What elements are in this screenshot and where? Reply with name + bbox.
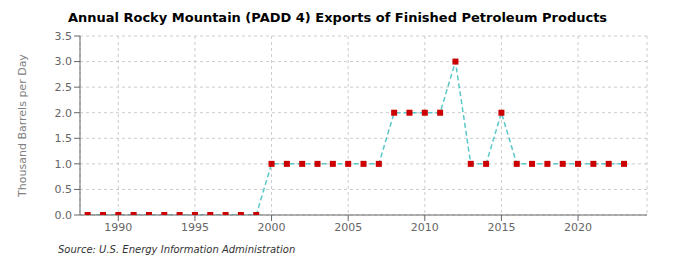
svg-text:1995: 1995 bbox=[181, 221, 209, 234]
html-text:Source: U.S. Energy Informatio: Source: U.S. Energy Information Administ… bbox=[58, 244, 296, 255]
svg-text:1.5: 1.5 bbox=[55, 132, 73, 145]
svg-text:2.0: 2.0 bbox=[55, 107, 73, 120]
svg-text:2010: 2010 bbox=[411, 221, 439, 234]
svg-text:2020: 2020 bbox=[564, 221, 592, 234]
html-text:Annual Rocky Mountain (PADD 4): Annual Rocky Mountain (PADD 4) Exports o… bbox=[67, 10, 608, 25]
svg-text:1.0: 1.0 bbox=[55, 158, 73, 171]
svg-text:2005: 2005 bbox=[334, 221, 362, 234]
svg-text:3.5: 3.5 bbox=[55, 30, 73, 43]
svg-text:0.5: 0.5 bbox=[55, 183, 73, 196]
svg-text:2.5: 2.5 bbox=[55, 81, 73, 94]
svg-text:3.0: 3.0 bbox=[55, 55, 73, 68]
svg-text:2015: 2015 bbox=[487, 221, 515, 234]
svg-text:2000: 2000 bbox=[258, 221, 286, 234]
svg-text:Thousand Barrels per Day: Thousand Barrels per Day bbox=[16, 54, 29, 198]
svg-text:1990: 1990 bbox=[104, 221, 132, 234]
svg-text:0.0: 0.0 bbox=[55, 209, 73, 222]
